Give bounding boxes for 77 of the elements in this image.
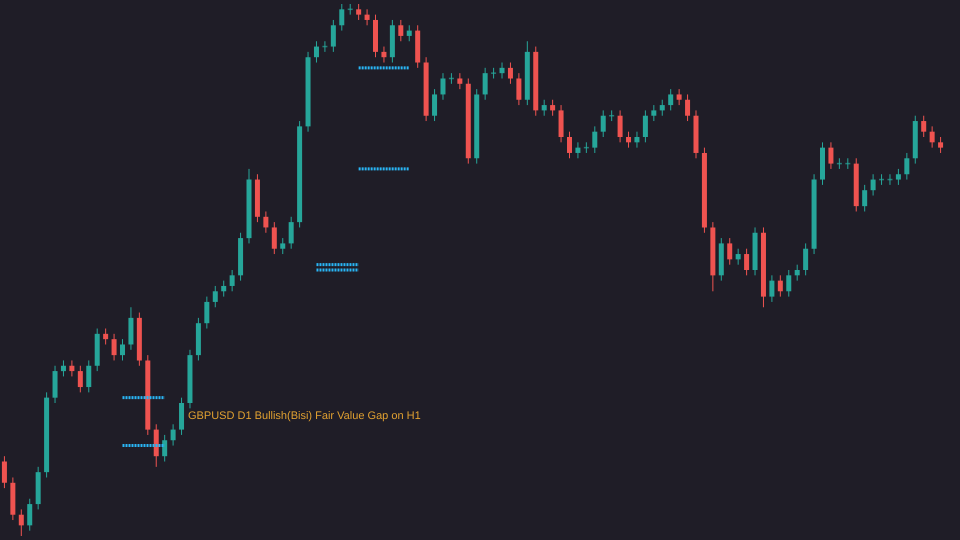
candlestick	[836, 158, 842, 170]
candlestick	[566, 131, 572, 159]
candlestick	[600, 110, 606, 138]
candlestick	[769, 274, 774, 302]
candlestick	[457, 72, 462, 90]
candlestick	[339, 4, 344, 32]
candlestick	[904, 152, 910, 180]
candlestick	[272, 222, 277, 255]
candlestick	[398, 19, 404, 42]
candlestick	[86, 360, 92, 393]
candlestick	[879, 174, 884, 186]
candlestick	[170, 424, 176, 446]
candlestick	[288, 216, 294, 250]
candlestick	[440, 72, 446, 100]
candlestick	[744, 248, 750, 276]
candlestick	[78, 365, 83, 393]
candlestick	[322, 40, 328, 52]
candlestick	[27, 498, 32, 532]
candlestick	[786, 270, 792, 298]
candlestick	[381, 46, 386, 64]
candlestick	[112, 333, 117, 361]
candlestick	[432, 88, 438, 122]
candlestick	[803, 242, 808, 276]
candlestick	[60, 360, 66, 377]
candlestick	[516, 72, 522, 106]
candlestick	[727, 238, 732, 266]
candlestick	[887, 174, 892, 186]
candlestick	[862, 184, 868, 212]
candlestick	[930, 126, 935, 148]
candlestick	[642, 110, 648, 143]
candlestick	[212, 285, 218, 308]
candlestick	[18, 508, 24, 536]
candlestick	[584, 142, 589, 154]
candlestick	[896, 168, 901, 186]
candlestick	[364, 8, 370, 26]
candlestick	[575, 142, 580, 159]
candlestick	[870, 174, 876, 196]
candlestick	[676, 88, 682, 106]
candlestick	[448, 72, 454, 84]
candlestick	[348, 4, 353, 16]
candlestick	[356, 4, 362, 20]
candlestick	[542, 99, 547, 116]
candlestick	[330, 19, 336, 52]
candlestick	[491, 67, 496, 79]
candlestick	[828, 142, 834, 170]
candlestick	[263, 210, 268, 234]
candlestick	[221, 280, 226, 298]
candlestick	[668, 88, 674, 111]
candlestick	[482, 67, 488, 100]
candlestick	[406, 24, 412, 42]
candlestick	[609, 110, 614, 122]
candlestick	[660, 99, 665, 116]
candlestick	[618, 110, 623, 143]
candlestick	[103, 328, 108, 345]
candlestick	[845, 158, 850, 170]
candlestick	[651, 104, 656, 122]
candlestick	[921, 115, 926, 138]
candlestick	[592, 126, 598, 154]
candlestick	[280, 238, 286, 255]
candlestick	[778, 274, 783, 298]
candlestick	[204, 296, 210, 330]
candlestick	[626, 131, 632, 148]
candlestick	[634, 131, 640, 148]
candlestick	[685, 94, 690, 122]
candlestick	[230, 270, 235, 292]
candlestick	[162, 434, 168, 462]
candlestick	[69, 360, 74, 377]
candlestick	[2, 456, 7, 489]
candlestick	[500, 62, 505, 79]
candlestick	[794, 264, 800, 282]
candlestick	[120, 338, 125, 361]
annotation: GBPUSD D1 Bullish(Bisi) Fair Value Gap on H1	[188, 410, 421, 422]
candlestick	[550, 99, 556, 116]
candlestick	[508, 62, 513, 84]
candlestick	[736, 248, 741, 266]
candlestick	[938, 136, 944, 154]
candlestick	[314, 40, 319, 64]
